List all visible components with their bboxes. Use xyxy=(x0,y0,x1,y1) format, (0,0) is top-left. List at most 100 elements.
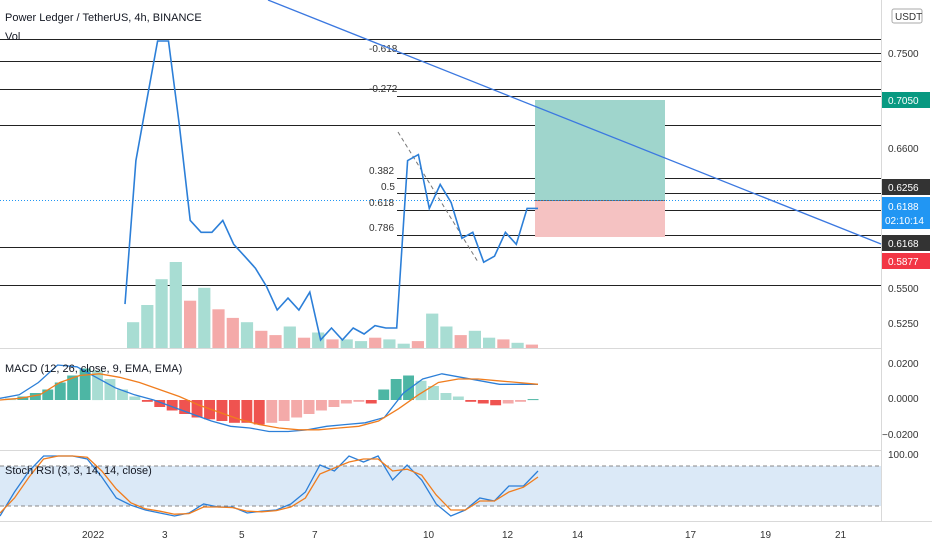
entry-price-badge xyxy=(882,179,930,195)
macd-lines xyxy=(0,364,539,433)
macd-histogram-bar xyxy=(452,396,464,400)
price-line xyxy=(124,40,538,342)
volume-bar xyxy=(212,309,225,348)
macd-tick-label: −0.0200 xyxy=(882,430,919,441)
stoch-d-line xyxy=(0,455,539,515)
macd-histogram-bar xyxy=(353,400,365,402)
macd-histogram-bar xyxy=(154,400,166,407)
volume-bar xyxy=(255,330,268,348)
volume-bars xyxy=(127,262,538,348)
macd-tick-label: 0.0000 xyxy=(888,394,919,405)
volume-bar xyxy=(269,335,282,348)
trend-line[interactable] xyxy=(267,0,882,245)
stoch-lines xyxy=(0,455,539,517)
volume-bar xyxy=(411,341,424,348)
macd-histogram-bar xyxy=(104,379,116,400)
current-price-label: 0.6188 xyxy=(888,202,919,213)
volume-bar xyxy=(127,322,140,348)
macd-histogram-bar xyxy=(378,389,390,400)
macd-histogram-bar xyxy=(54,382,66,400)
volume-bar xyxy=(340,339,353,348)
volume-bar xyxy=(198,287,211,348)
macd-histogram-bar xyxy=(241,400,253,423)
volume-bar xyxy=(440,326,453,348)
chart-title: Power Ledger / TetherUS, 4h, BINANCE xyxy=(5,12,202,24)
time-tick-label: 19 xyxy=(760,530,772,541)
time-tick-label: 17 xyxy=(685,530,697,541)
price-tick-label: 0.6600 xyxy=(888,144,919,155)
macd-histogram-bar xyxy=(527,399,539,401)
volume-bar xyxy=(525,344,538,348)
macd-histogram-bar xyxy=(92,370,103,401)
macd-histogram-bar xyxy=(216,400,228,421)
fib-label: -0.618 xyxy=(369,44,398,55)
currency-button[interactable] xyxy=(891,8,923,24)
macd-histogram-bar xyxy=(428,386,439,400)
time-axis[interactable] xyxy=(0,521,932,550)
fib-label: 0.618 xyxy=(369,198,394,209)
macd-histogram-bar xyxy=(42,389,54,400)
level-price-label: 0.6168 xyxy=(888,239,919,250)
volume-label: Vol xyxy=(5,31,20,43)
macd-histogram-bar xyxy=(316,400,327,411)
macd-histogram-bar xyxy=(253,400,265,425)
macd-histogram-bar xyxy=(129,396,141,400)
target-price-label: 0.7050 xyxy=(888,96,919,107)
fib-trendline[interactable] xyxy=(397,131,479,263)
time-tick-labels: 2022 3 5 7 10 12 14 17 19 21 xyxy=(82,530,847,541)
currency-label: USDT xyxy=(895,12,922,23)
volume-bar xyxy=(169,262,182,348)
macd-histogram-bar xyxy=(328,400,340,407)
macd-histogram-bar xyxy=(465,400,477,402)
fib-label: 0.382 xyxy=(369,166,394,177)
entry-price-label: 0.6256 xyxy=(888,183,919,194)
fib-label: 0.786 xyxy=(369,223,394,234)
macd-histogram-bar xyxy=(79,368,91,400)
volume-bar xyxy=(454,335,467,348)
macd-histogram-bar xyxy=(278,400,290,421)
macd-histogram-bar xyxy=(477,400,489,404)
time-tick-label: 14 xyxy=(572,530,584,541)
time-tick-label: 21 xyxy=(835,530,847,541)
volume-bar xyxy=(226,317,239,348)
macd-tick-label: 0.0200 xyxy=(888,359,919,370)
volume-bar xyxy=(369,337,382,348)
volume-bar xyxy=(383,339,396,348)
stop-price-label: 0.5877 xyxy=(888,257,919,268)
time-tick-label: 2022 xyxy=(82,530,105,541)
macd-histogram-bar xyxy=(502,400,514,404)
volume-bar xyxy=(397,343,410,348)
macd-histogram-bar xyxy=(515,400,526,402)
macd-histogram-bar xyxy=(403,375,414,400)
horizontal-levels[interactable] xyxy=(0,39,881,286)
macd-histogram-bar xyxy=(141,400,153,402)
volume-bar xyxy=(497,339,510,348)
target-price-badge xyxy=(882,92,930,108)
volume-bar xyxy=(184,300,197,348)
stop-zone[interactable] xyxy=(535,200,665,237)
fib-label: -0.272 xyxy=(369,84,398,95)
macd-title: MACD (12, 26, close, 9, EMA, EMA) xyxy=(5,363,182,375)
macd-histogram-bar xyxy=(415,380,427,401)
volume-bar xyxy=(155,279,168,348)
macd-histogram-bar xyxy=(179,400,191,414)
fib-label: 0.5 xyxy=(381,182,395,193)
stoch-title: Stoch RSI (3, 3, 14, 14, close) xyxy=(5,465,152,477)
volume-bar xyxy=(354,341,368,348)
macd-histogram-bar xyxy=(204,400,215,420)
macd-histogram-bar xyxy=(490,400,502,406)
macd-histogram-bar xyxy=(191,400,203,418)
price-tick-label: 0.5500 xyxy=(888,284,919,295)
time-tick-label: 12 xyxy=(502,530,514,541)
macd-histogram-bar xyxy=(390,379,402,400)
volume-bar xyxy=(326,339,339,348)
price-panel[interactable] xyxy=(0,0,881,348)
macd-line xyxy=(0,364,538,433)
fib-labels: -0.618 -0.272 0.382 0.5 0.618 0.786 xyxy=(369,44,398,234)
volume-bar xyxy=(141,305,154,348)
level-price-badge xyxy=(882,235,930,251)
macd-histogram-bar xyxy=(229,400,240,423)
macd-histogram xyxy=(5,368,539,425)
macd-histogram-bar xyxy=(166,400,178,411)
